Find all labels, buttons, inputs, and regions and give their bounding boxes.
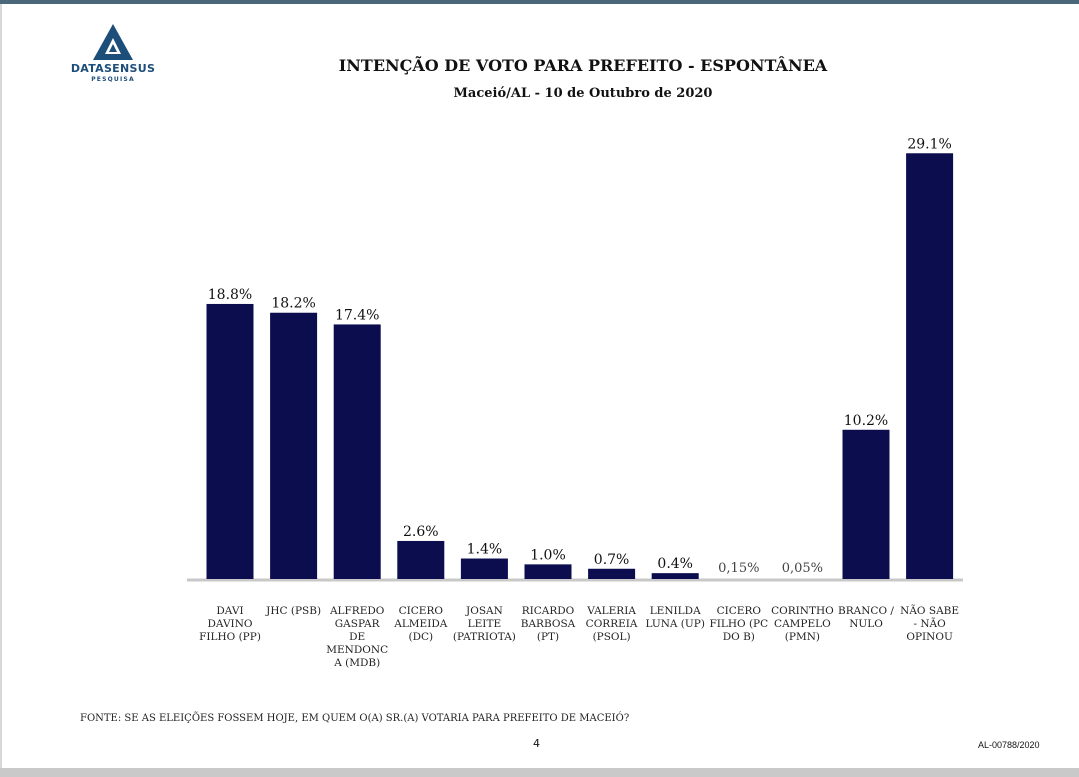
category-label-3: ALFREDO GASPAR DE MENDONCA (MDB)	[326, 605, 389, 669]
value-label-12: 29.1%	[907, 136, 951, 152]
logo-name: DATASENSUS	[70, 62, 156, 75]
category-label-10: CORINTHO CAMPELO (PMN)	[771, 605, 834, 643]
bar-11	[842, 429, 890, 579]
category-label-8: LENILDA LUNA (UP)	[645, 605, 705, 630]
bar-2	[270, 312, 318, 579]
source-footnote: FONTE: SE AS ELEIÇÕES FOSSEM HOJE, EM QU…	[80, 713, 630, 724]
category-label-11: BRANCO / NULO	[838, 605, 894, 630]
value-label-3: 17.4%	[335, 307, 379, 323]
left-rule	[0, 4, 2, 768]
category-label-2: JHC (PSB)	[266, 605, 322, 617]
chart-title: INTENÇÃO DE VOTO PARA PREFEITO - ESPONTÂ…	[338, 56, 828, 75]
document-code: AL-00788/2020	[978, 740, 1040, 750]
bar-12	[906, 153, 954, 579]
category-label-9: CICERO FILHO (PC DO B)	[709, 605, 769, 643]
value-label-10: 0,05%	[782, 561, 823, 576]
value-label-4: 2.6%	[403, 524, 439, 540]
value-label-9: 0,15%	[718, 561, 759, 576]
bar-4	[397, 540, 445, 579]
value-label-11: 10.2%	[844, 413, 888, 429]
category-label-4: CICERO ALMEIDA (DC)	[394, 605, 448, 643]
value-label-2: 18.2%	[271, 296, 315, 312]
value-label-1: 18.8%	[208, 287, 252, 303]
bar-1	[206, 303, 254, 579]
bar-6	[524, 564, 572, 579]
bar-3	[333, 324, 381, 579]
value-label-7: 0.7%	[594, 552, 630, 568]
logo-mountain-icon	[93, 24, 133, 60]
top-rule	[0, 0, 1079, 4]
bar-5	[460, 558, 508, 579]
page-number: 4	[533, 737, 540, 750]
category-label-7: VALERIA CORREIA (PSOL)	[585, 605, 638, 643]
value-label-6: 1.0%	[530, 547, 566, 563]
category-label-1: DAVI DAVINO FILHO (PP)	[199, 605, 261, 643]
category-label-5: JOSAN LEITE (PATRIOTA)	[452, 605, 516, 643]
bar-8	[651, 573, 699, 579]
category-label-12: NÃO SABE - NÃO OPINOU	[900, 605, 960, 643]
value-label-5: 1.4%	[467, 542, 503, 558]
category-label-6: RICARDO BARBOSA (PT)	[520, 605, 576, 643]
bottom-rule	[0, 768, 1079, 777]
chart-subtitle: Maceió/AL - 10 de Outubro de 2020	[453, 86, 713, 101]
logo-tagline: PESQUISA	[91, 76, 135, 83]
bar-7	[588, 568, 636, 579]
value-label-8: 0.4%	[657, 556, 693, 572]
datasensus-logo: DATASENSUS PESQUISA	[70, 22, 156, 84]
